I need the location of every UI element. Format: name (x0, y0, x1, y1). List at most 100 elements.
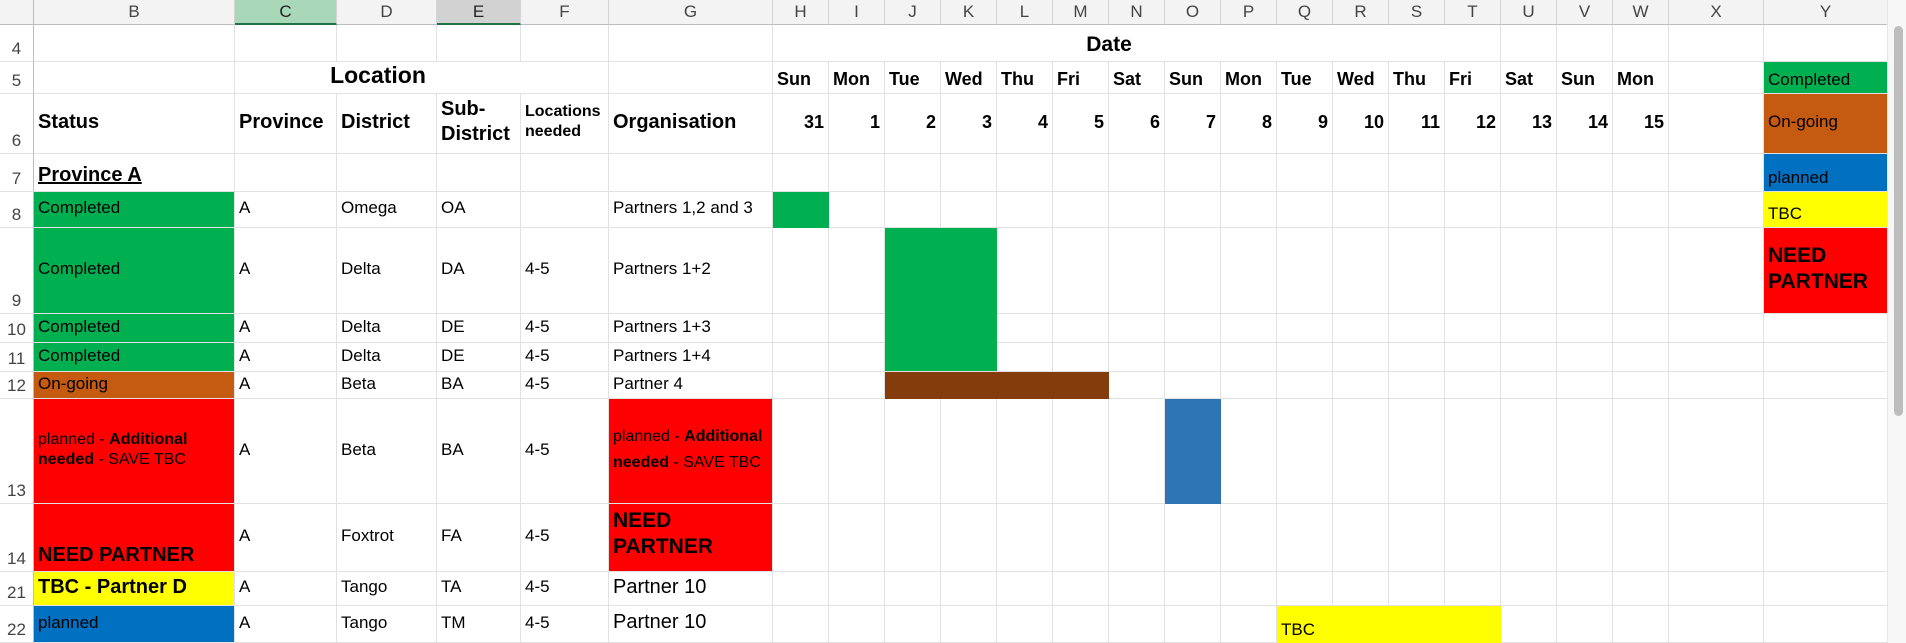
column-header-c[interactable]: C (235, 0, 337, 25)
grid-cell[interactable] (1165, 372, 1221, 399)
organisation-cell[interactable]: Partners 1+2 (609, 228, 773, 314)
grid-cell[interactable] (829, 154, 885, 192)
grid-cell[interactable] (337, 25, 437, 62)
grid-cell[interactable] (829, 504, 885, 572)
grid-cell[interactable] (1445, 343, 1501, 372)
vertical-scrollbar[interactable] (1887, 0, 1906, 643)
grid-cell[interactable] (1501, 399, 1557, 504)
grid-cell[interactable] (1389, 372, 1445, 399)
grid-cell[interactable] (1221, 154, 1277, 192)
organisation-cell[interactable]: Partner 10 (609, 572, 773, 606)
grid-cell[interactable] (941, 399, 997, 504)
gantt-bar-tbc-tango[interactable]: TBC (1277, 606, 1501, 643)
grid-cell[interactable] (1277, 504, 1333, 572)
province-cell[interactable]: A (235, 228, 337, 314)
locations-needed-cell[interactable]: 4-5 (521, 343, 609, 372)
gantt-bar-ongoing-beta[interactable] (885, 372, 1109, 399)
locations-needed-cell[interactable]: 4-5 (521, 504, 609, 572)
grid-cell[interactable] (1277, 228, 1333, 314)
status-cell[interactable]: Completed (34, 228, 235, 314)
grid-cell[interactable] (34, 62, 235, 94)
grid-cell[interactable] (1277, 314, 1333, 343)
grid-cell[interactable] (235, 25, 337, 62)
grid-cell[interactable] (1221, 314, 1277, 343)
organisation-cell[interactable]: NEED PARTNER (609, 504, 773, 572)
grid-cell[interactable] (1221, 572, 1277, 606)
grid-cell[interactable] (773, 572, 829, 606)
grid-cell[interactable] (1764, 314, 1888, 343)
grid-cell[interactable] (1613, 314, 1669, 343)
province-cell[interactable]: A (235, 504, 337, 572)
column-header-f[interactable]: F (521, 0, 609, 25)
grid-cell[interactable] (1764, 572, 1888, 606)
grid-cell[interactable] (997, 192, 1053, 228)
grid-cell[interactable] (829, 192, 885, 228)
legend-need-partner[interactable]: NEED PARTNER (1764, 228, 1888, 314)
grid-cell[interactable] (1389, 504, 1445, 572)
grid-cell[interactable] (1165, 228, 1221, 314)
grid-cell[interactable] (609, 62, 773, 94)
row-header-21[interactable]: 21 (0, 572, 34, 606)
grid-cell[interactable] (997, 228, 1053, 314)
grid-cell[interactable] (1221, 606, 1277, 643)
grid-cell[interactable] (1277, 343, 1333, 372)
locations-needed-header[interactable]: Locations needed (521, 94, 609, 154)
grid-cell[interactable] (1613, 25, 1669, 62)
legend-planned[interactable]: planned (1764, 154, 1888, 192)
locations-needed-cell[interactable]: 4-5 (521, 372, 609, 399)
organisation-header[interactable]: Organisation (609, 94, 773, 154)
grid-cell[interactable] (1109, 192, 1165, 228)
grid-cell[interactable] (1501, 572, 1557, 606)
grid-cell[interactable] (773, 343, 829, 372)
section-title-province-a[interactable]: Province A (34, 154, 235, 192)
grid-cell[interactable] (1053, 572, 1109, 606)
grid-cell[interactable] (773, 372, 829, 399)
sub-district-cell[interactable]: DA (437, 228, 521, 314)
locations-needed-cell[interactable]: 4-5 (521, 228, 609, 314)
grid-cell[interactable] (1277, 192, 1333, 228)
grid-cell[interactable] (1221, 399, 1277, 504)
grid-cell[interactable] (1053, 504, 1109, 572)
row-header-13[interactable]: 13 (0, 399, 34, 504)
grid-cell[interactable] (1557, 25, 1613, 62)
grid-cell[interactable] (885, 606, 941, 643)
grid-cell[interactable] (997, 314, 1053, 343)
grid-cell[interactable] (1221, 372, 1277, 399)
grid-cell[interactable] (941, 572, 997, 606)
grid-cell[interactable] (1333, 314, 1389, 343)
status-cell[interactable]: Completed (34, 343, 235, 372)
province-cell[interactable]: A (235, 399, 337, 504)
province-cell[interactable]: A (235, 314, 337, 343)
locations-needed-cell[interactable]: 4-5 (521, 606, 609, 643)
grid-cell[interactable] (1669, 372, 1764, 399)
grid-cell[interactable] (1333, 192, 1389, 228)
organisation-cell[interactable]: Partner 10 (609, 606, 773, 643)
district-cell[interactable]: Beta (337, 372, 437, 399)
status-cell[interactable]: NEED PARTNER (34, 504, 235, 572)
grid-cell[interactable] (1557, 343, 1613, 372)
grid-cell[interactable] (773, 606, 829, 643)
column-header-g[interactable]: G (609, 0, 773, 25)
grid-cell[interactable] (1053, 192, 1109, 228)
grid-cell[interactable] (1501, 25, 1557, 62)
grid-cell[interactable] (885, 192, 941, 228)
sub-district-cell[interactable]: TM (437, 606, 521, 643)
select-all-corner[interactable] (0, 0, 34, 25)
grid-cell[interactable] (1277, 399, 1333, 504)
grid-cell[interactable] (1389, 343, 1445, 372)
grid-cell[interactable] (1445, 572, 1501, 606)
grid-cell[interactable] (1764, 606, 1888, 643)
grid-cell[interactable] (1389, 314, 1445, 343)
grid-cell[interactable] (773, 504, 829, 572)
grid-cell[interactable] (1109, 343, 1165, 372)
grid-cell[interactable] (1165, 572, 1221, 606)
grid-cell[interactable] (1109, 399, 1165, 504)
legend-ongoing[interactable]: On-going (1764, 94, 1888, 154)
grid-cell[interactable] (34, 25, 235, 62)
grid-cell[interactable] (1221, 192, 1277, 228)
grid-cell[interactable] (997, 154, 1053, 192)
grid-cell[interactable] (1669, 572, 1764, 606)
grid-cell[interactable] (1333, 154, 1389, 192)
grid-cell[interactable] (1669, 192, 1764, 228)
